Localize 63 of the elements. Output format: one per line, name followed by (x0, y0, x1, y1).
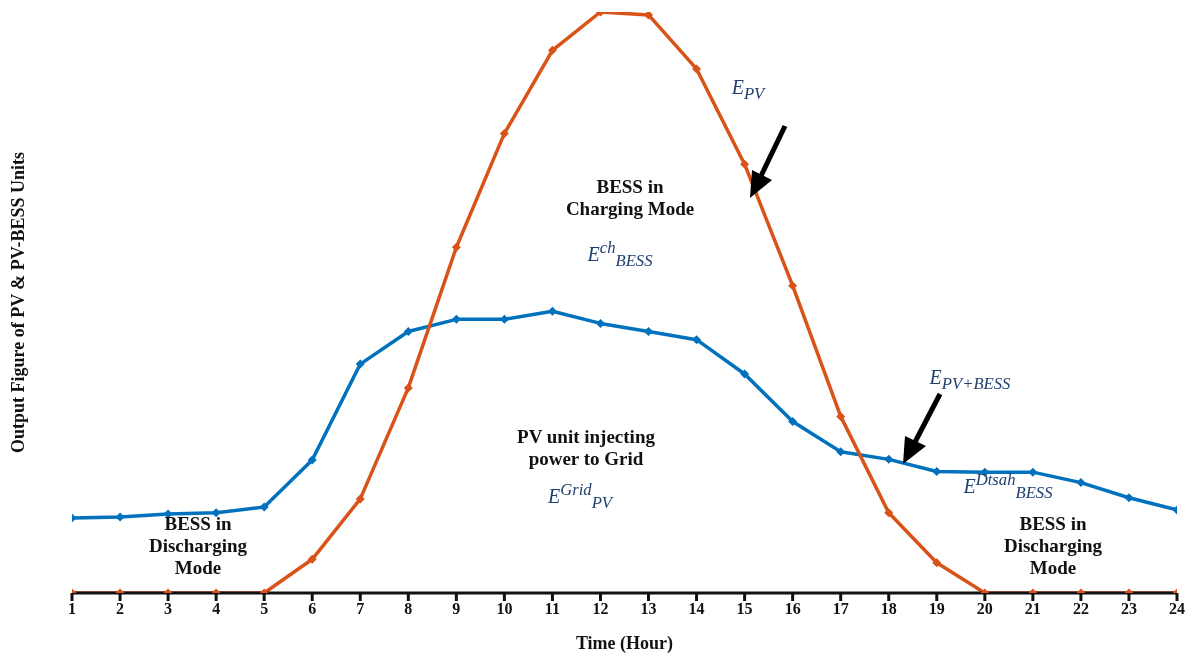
point (259, 502, 269, 512)
point (884, 454, 894, 464)
x-tick-label: 14 (688, 600, 705, 618)
x-tick-label: 9 (452, 600, 461, 618)
x-tick-label: 18 (880, 600, 897, 618)
point (547, 306, 557, 316)
point (788, 281, 798, 291)
x-tick-label: 2 (116, 600, 125, 618)
x-tick-label: 3 (164, 600, 173, 618)
point (451, 242, 461, 252)
x-tick-label: 24 (1169, 600, 1185, 618)
y-axis-title: Output Figure of PV & PV-BESS Units (8, 151, 30, 454)
annotation: BESS in Charging Mode (565, 176, 695, 220)
point (307, 455, 317, 465)
x-tick-label: 13 (640, 600, 657, 618)
point (355, 494, 365, 504)
point (644, 327, 654, 337)
annotation: E$_{PV}$ (731, 76, 765, 104)
annotation: BESS in Discharging Mode (1003, 513, 1103, 579)
x-tick-label: 5 (260, 600, 269, 618)
point (740, 159, 750, 169)
x-tick-label: 12 (592, 600, 609, 618)
annotation: PV unit injecting power to Grid (517, 426, 655, 470)
point (499, 128, 509, 138)
point (740, 369, 750, 379)
x-tick-label: 16 (784, 600, 801, 618)
annotation: BESS in Discharging Mode (148, 513, 248, 579)
point (595, 318, 605, 328)
x-tick-label: 21 (1024, 600, 1041, 618)
x-tick-label: 22 (1072, 600, 1089, 618)
point (211, 508, 221, 518)
x-tick-label: 1 (68, 600, 76, 618)
x-tick-label: 17 (832, 600, 849, 618)
x-tick-label: 10 (496, 600, 513, 618)
point (884, 508, 894, 518)
point (307, 554, 317, 564)
x-tick-label: 23 (1120, 600, 1137, 618)
x-tick-label: 8 (404, 600, 413, 618)
x-axis-title: Time (Hour) (575, 633, 674, 654)
x-tick-label: 7 (356, 600, 365, 618)
point (1124, 493, 1134, 503)
point (547, 45, 557, 55)
point (692, 64, 702, 74)
x-tick-label: 11 (544, 600, 560, 618)
point (451, 314, 461, 324)
point (115, 512, 125, 522)
x-tick-label: 19 (928, 600, 945, 618)
point (932, 558, 942, 568)
point (403, 383, 413, 393)
annotation: E$_{PV+BESS}$ (929, 366, 1011, 394)
point (355, 359, 365, 369)
point (403, 327, 413, 337)
point (644, 12, 654, 20)
point (836, 447, 846, 457)
point (788, 417, 798, 427)
point (1076, 478, 1086, 488)
x-tick-label: 15 (736, 600, 753, 618)
point (692, 335, 702, 345)
x-tick-label: 20 (976, 600, 993, 618)
point (836, 411, 846, 421)
x-tick-label: 6 (308, 600, 317, 618)
point (1028, 467, 1038, 477)
x-tick-label: 4 (212, 600, 221, 618)
